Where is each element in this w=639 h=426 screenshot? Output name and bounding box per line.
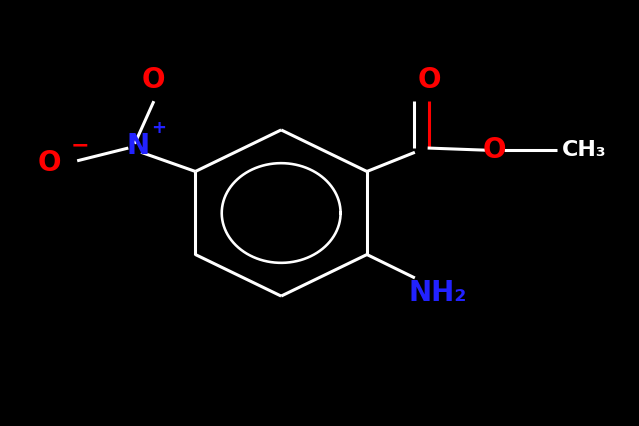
Text: NH₂: NH₂ <box>408 279 466 307</box>
Text: O: O <box>38 149 61 177</box>
Text: O: O <box>417 66 441 94</box>
Text: O: O <box>142 66 166 94</box>
Text: N: N <box>127 132 150 160</box>
Text: +: + <box>151 118 167 137</box>
Text: −: − <box>71 136 89 156</box>
Text: O: O <box>483 136 507 164</box>
Text: CH₃: CH₃ <box>562 140 606 160</box>
